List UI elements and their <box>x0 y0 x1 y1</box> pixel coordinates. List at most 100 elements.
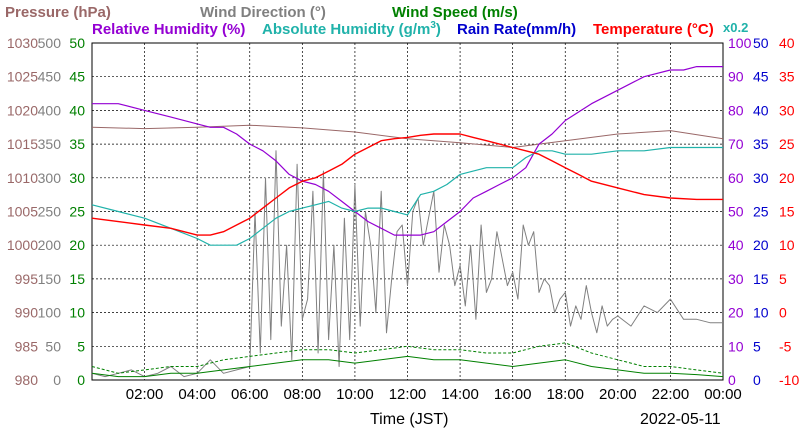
legend-pressure: Pressure (hPa) <box>5 4 111 21</box>
x-tick-label: 00:00 <box>704 386 742 403</box>
legend-wind-direction: Wind Direction (°) <box>200 4 326 21</box>
y-tick-label-temperature: -10 <box>779 372 799 388</box>
series-line-1 <box>91 150 723 378</box>
y-tick-label-wind_dir: 200 <box>38 237 62 253</box>
x-tick-label: 22:00 <box>652 386 690 403</box>
y-tick-label-pressure: 985 <box>15 338 39 354</box>
y-tick-label-humidity: 50 <box>728 204 744 220</box>
y-tick-label-rain: 15 <box>753 271 769 287</box>
y-tick-label-wind_speed: 50 <box>69 35 85 51</box>
x-tick-label: 10:00 <box>336 386 374 403</box>
series-line-6 <box>91 133 723 236</box>
y-tick-label-wind_dir: 350 <box>38 136 62 152</box>
x-tick-label: 14:00 <box>441 386 479 403</box>
legend-temperature: Temperature (°C) <box>593 21 714 38</box>
y-tick-label-humidity: 70 <box>728 136 744 152</box>
y-tick-label-wind_dir: 250 <box>38 204 62 220</box>
series-line-0 <box>91 124 724 148</box>
y-tick-label-wind_speed: 15 <box>69 271 85 287</box>
y-tick-label-pressure: 980 <box>15 372 39 388</box>
y-tick-label-pressure: 1030 <box>7 35 38 51</box>
legend-absolute-humidity-tail: ) <box>436 21 441 38</box>
y-tick-label-pressure: 1015 <box>7 136 38 152</box>
y-tick-label-rain: 0 <box>753 372 761 388</box>
y-tick-label-temperature: 40 <box>779 35 795 51</box>
y-tick-label-pressure: 1020 <box>7 102 38 118</box>
legend: Pressure (hPa) Wind Direction (°) Wind S… <box>5 4 748 38</box>
y-tick-label-temperature: 5 <box>779 271 787 287</box>
y-tick-label-wind_speed: 45 <box>69 69 85 85</box>
y-tick-label-rain: 50 <box>753 35 769 51</box>
y-tick-label-wind_dir: 100 <box>38 305 62 321</box>
y-tick-label-wind_speed: 35 <box>69 136 85 152</box>
y-tick-label-temperature: 15 <box>779 204 795 220</box>
scale-note: x0.2 <box>723 20 748 35</box>
y-tick-label-wind_speed: 0 <box>77 372 85 388</box>
y-tick-label-wind_speed: 30 <box>69 170 85 186</box>
y-tick-label-wind_speed: 5 <box>77 338 85 354</box>
legend-absolute-humidity-sup: 3 <box>430 20 436 31</box>
y-tick-label-wind_dir: 0 <box>53 372 61 388</box>
y-tick-label-wind_dir: 500 <box>38 35 62 51</box>
legend-rain-rate: Rain Rate(mm/h) <box>457 21 576 38</box>
y-tick-label-wind_speed: 10 <box>69 305 85 321</box>
y-tick-label-humidity: 100 <box>728 35 752 51</box>
y-tick-label-pressure: 1000 <box>7 237 38 253</box>
y-tick-label-temperature: 30 <box>779 102 795 118</box>
y-tick-label-rain: 35 <box>753 136 769 152</box>
x-tick-label: 12:00 <box>389 386 427 403</box>
series-line-5 <box>91 146 723 246</box>
y-tick-label-humidity: 20 <box>728 305 744 321</box>
y-tick-label-temperature: 25 <box>779 136 795 152</box>
y-tick-label-humidity: 10 <box>728 338 744 354</box>
y-tick-label-temperature: -5 <box>779 338 792 354</box>
y-tick-label-pressure: 995 <box>15 271 39 287</box>
x-tick-label: 08:00 <box>284 386 322 403</box>
x-tick-label: 02:00 <box>126 386 164 403</box>
legend-absolute-humidity: Absolute Humidity (g/m3) <box>262 20 441 38</box>
y-tick-label-wind_dir: 450 <box>38 69 62 85</box>
y-tick-label-wind_dir: 50 <box>45 338 61 354</box>
series-lines <box>91 65 724 378</box>
y-tick-label-rain: 45 <box>753 69 769 85</box>
chart-date: 2022-05-11 <box>640 411 721 428</box>
y-tick-label-temperature: 20 <box>779 170 795 186</box>
y-tick-label-humidity: 60 <box>728 170 744 186</box>
y-tick-label-rain: 40 <box>753 102 769 118</box>
y-tick-label-temperature: 0 <box>779 305 787 321</box>
x-tick-label: 06:00 <box>231 386 269 403</box>
legend-relative-humidity: Relative Humidity (%) <box>92 21 245 38</box>
y-tick-label-rain: 20 <box>753 237 769 253</box>
series-line-4 <box>92 65 723 236</box>
series-line-3 <box>91 342 724 374</box>
y-tick-label-wind_dir: 300 <box>38 170 62 186</box>
x-axis-label: Time (JST) <box>370 411 449 428</box>
y-tick-label-humidity: 40 <box>728 237 744 253</box>
y-tick-label-rain: 30 <box>753 170 769 186</box>
y-tick-label-temperature: 10 <box>779 237 795 253</box>
x-tick-label: 04:00 <box>178 386 216 403</box>
x-tick-label: 18:00 <box>546 386 584 403</box>
y-tick-label-wind_dir: 400 <box>38 102 62 118</box>
y-tick-label-humidity: 0 <box>728 372 736 388</box>
y-tick-label-rain: 10 <box>753 305 769 321</box>
y-tick-label-wind_speed: 25 <box>69 204 85 220</box>
y-tick-label-humidity: 30 <box>728 271 744 287</box>
legend-wind-speed: Wind Speed (m/s) <box>392 4 518 21</box>
y-tick-label-pressure: 990 <box>15 305 39 321</box>
x-tick-label: 20:00 <box>599 386 637 403</box>
y-tick-label-temperature: 35 <box>779 69 795 85</box>
y-tick-label-wind_speed: 40 <box>69 102 85 118</box>
legend-absolute-humidity-label: Absolute Humidity (g/m <box>262 21 430 38</box>
y-tick-label-humidity: 90 <box>728 69 744 85</box>
y-tick-label-wind_dir: 150 <box>38 271 62 287</box>
y-tick-label-pressure: 1025 <box>7 69 38 85</box>
x-tick-label: 16:00 <box>494 386 532 403</box>
y-tick-label-pressure: 1010 <box>7 170 38 186</box>
y-tick-label-pressure: 1005 <box>7 204 38 220</box>
grid <box>92 43 723 380</box>
y-tick-label-rain: 25 <box>753 204 769 220</box>
axes: 02:00 04:00 06:00 08:00 10:00 12:00 14:00 16:00… <box>7 35 800 403</box>
y-tick-label-humidity: 80 <box>728 102 744 118</box>
